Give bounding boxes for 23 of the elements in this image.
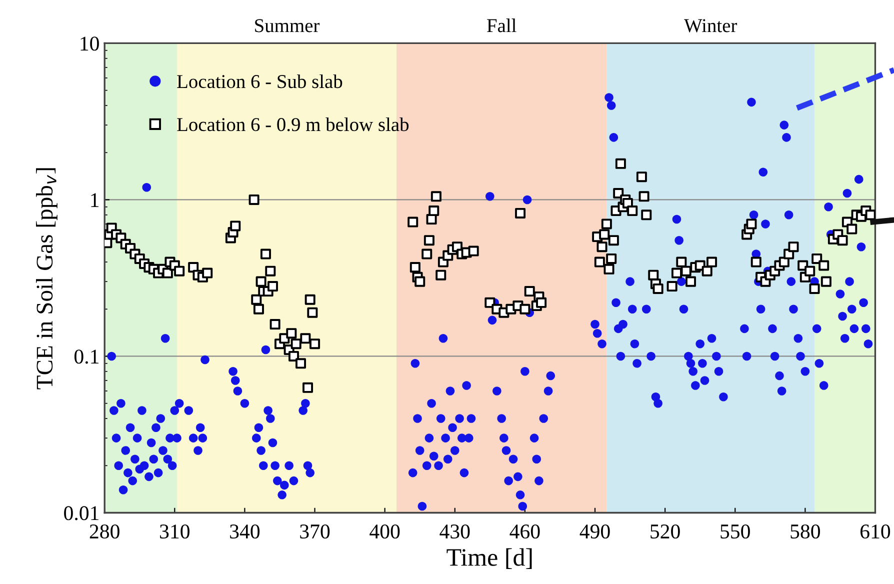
- band-label: Summer: [255, 19, 320, 32]
- x-tick-label: 550: [720, 524, 750, 539]
- y-tick-label: 0.1: [74, 350, 98, 364]
- x-tick-label: 310: [160, 524, 190, 539]
- x-tick-label: 370: [300, 524, 330, 539]
- legend-label: Location 6 - 0.9 m below slab: [177, 117, 409, 132]
- y-tick-label: 0.01: [64, 506, 98, 520]
- x-axis-title: Time [d]: [446, 548, 532, 570]
- x-tick-label: 400: [370, 524, 400, 539]
- x-tick-label: 430: [440, 524, 470, 539]
- x-tick-label: 340: [230, 524, 260, 539]
- y-tick-label: 1: [91, 193, 98, 207]
- y-tick-label: 10: [80, 36, 99, 51]
- legend-label: Location 6 - Sub slab: [177, 74, 342, 88]
- y-axis-title: TCE in Soil Gas [ppb$_{v}$]: [36, 168, 58, 390]
- x-tick-label: 490: [580, 524, 610, 539]
- x-tick-label: 610: [860, 524, 890, 539]
- x-tick-label: 280: [90, 524, 120, 539]
- band-label: Winter: [684, 19, 738, 32]
- x-tick-label: 520: [650, 524, 680, 539]
- band-label: Fall: [487, 18, 516, 32]
- x-tick-label: 460: [510, 524, 540, 539]
- x-tick-label: 580: [790, 524, 820, 539]
